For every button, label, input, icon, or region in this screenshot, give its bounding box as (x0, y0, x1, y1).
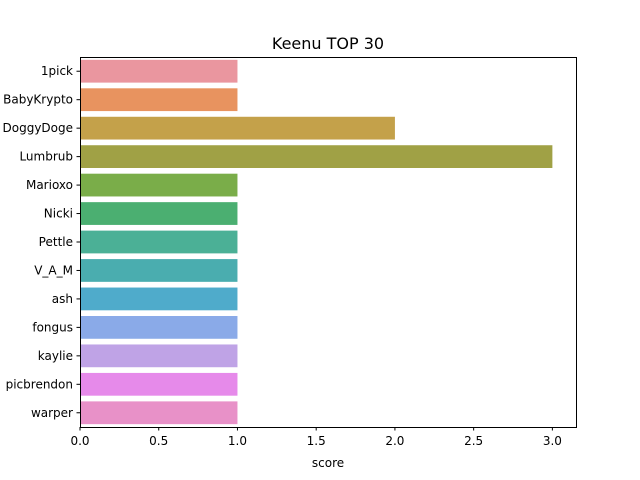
bar-V_A_M (80, 259, 238, 282)
bar-fongus (80, 316, 238, 339)
chart-title: Keenu TOP 30 (272, 34, 384, 53)
x-axis-ticks: 0.0 0.5 1.0 1.5 2.0 2.5 3.0 (70, 427, 562, 448)
bar-Lumbrub (80, 145, 553, 168)
y-tick-label: ash (52, 292, 73, 306)
x-tick-label: 0.0 (70, 434, 89, 448)
bar-Pettle (80, 230, 238, 254)
y-tick-label: Nicki (44, 207, 73, 221)
y-tick-label: Pettle (39, 235, 73, 249)
plot-frame (80, 57, 577, 428)
x-axis-label: score (312, 456, 344, 470)
x-tick-label: 3.0 (543, 434, 562, 448)
y-tick-label: 1pick (41, 64, 73, 78)
y-tick-label: BabyKrypto (3, 93, 73, 107)
y-axis-ticks: 1pick BabyKrypto DoggyDoge Lumbrub Marioxo Ni… (3, 64, 80, 420)
bar-BabyKrypto (80, 88, 238, 112)
y-tick-label: Marioxo (26, 178, 73, 192)
bar-kaylie (80, 344, 238, 368)
y-tick-label: warper (31, 406, 73, 420)
y-tick-label: V_A_M (34, 263, 73, 277)
bar-DoggyDoge (80, 116, 395, 140)
x-tick-label: 1.5 (307, 434, 326, 448)
y-tick-label: picbrendon (6, 377, 73, 391)
x-tick-label: 2.0 (385, 434, 404, 448)
y-tick-label: kaylie (38, 349, 73, 363)
y-tick-label: DoggyDoge (3, 121, 74, 135)
bar-1pick (80, 59, 238, 83)
x-tick-label: 1.0 (228, 434, 247, 448)
y-tick-label: fongus (32, 320, 73, 334)
x-tick-label: 2.5 (464, 434, 483, 448)
bar-warper (80, 401, 238, 425)
x-tick-label: 0.5 (149, 434, 168, 448)
bar-Nicki (80, 202, 238, 225)
bars-group (80, 59, 553, 425)
bar-Marioxo (80, 173, 238, 197)
bar-ash (80, 287, 238, 311)
bar-picbrendon (80, 372, 238, 396)
y-tick-label: Lumbrub (19, 150, 73, 164)
